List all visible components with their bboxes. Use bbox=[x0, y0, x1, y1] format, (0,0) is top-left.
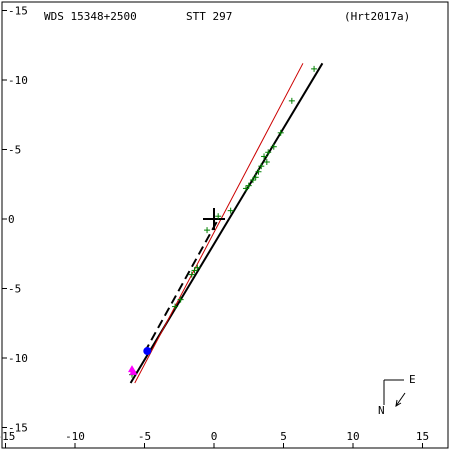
y-tick-label: -10 bbox=[8, 352, 28, 365]
compass-motion-arrow bbox=[395, 392, 406, 407]
orbit-fit-line bbox=[129, 62, 324, 384]
y-tick-label: -10 bbox=[8, 74, 28, 87]
y-tick-label: 0 bbox=[8, 213, 15, 226]
compass-east-label: E bbox=[409, 373, 416, 386]
first-epoch-point bbox=[129, 367, 138, 375]
observation-point bbox=[172, 303, 179, 310]
x-tick-label: 5 bbox=[280, 430, 287, 443]
x-tick-label: 10 bbox=[346, 430, 359, 443]
x-tick-label: -15 bbox=[0, 430, 15, 443]
observation-point bbox=[252, 174, 259, 181]
observation-point bbox=[245, 182, 252, 189]
x-tick-label: 15 bbox=[416, 430, 429, 443]
observation-point bbox=[258, 163, 265, 170]
observation-point bbox=[255, 168, 262, 175]
observation-point bbox=[265, 149, 272, 156]
observation-point bbox=[204, 227, 211, 234]
observation-point bbox=[261, 153, 268, 160]
observation-point bbox=[194, 264, 201, 271]
observation-point bbox=[288, 97, 295, 104]
observation-point bbox=[263, 159, 270, 166]
observation-point bbox=[191, 267, 198, 274]
compass-arrow-head bbox=[395, 399, 402, 407]
compass-rose: E N bbox=[378, 373, 416, 417]
discoverer-designation: STT 297 bbox=[186, 10, 233, 23]
orbit-lines bbox=[129, 62, 324, 384]
orbit-alternate-line bbox=[134, 63, 304, 384]
observation-point bbox=[227, 207, 234, 214]
observation-point bbox=[242, 185, 249, 192]
x-tick-label: -10 bbox=[65, 430, 85, 443]
y-tick-label: -5 bbox=[8, 144, 21, 157]
observation-point bbox=[215, 213, 222, 220]
observation-point bbox=[177, 296, 184, 303]
reference-code: (Hrt2017a) bbox=[344, 10, 411, 23]
latest-epoch-point bbox=[143, 347, 152, 356]
observation-point bbox=[311, 65, 318, 72]
observation-point bbox=[270, 143, 277, 150]
y-tick-label: -5 bbox=[8, 283, 21, 296]
observation-point bbox=[249, 177, 256, 184]
observation-points bbox=[127, 65, 318, 378]
x-tick-label: 0 bbox=[211, 430, 218, 443]
y-tick-label: -15 bbox=[8, 422, 28, 435]
predicted-line bbox=[143, 221, 218, 353]
y-tick-label: -15 bbox=[8, 5, 28, 18]
x-tick-label: -5 bbox=[138, 430, 151, 443]
compass-north-label: N bbox=[378, 404, 385, 417]
axes-layer: -15 -10 -5 0 5 10 15 -15 -10 -5 0 -5 -10 -15 bbox=[0, 5, 429, 448]
observation-point bbox=[277, 129, 284, 136]
observation-point bbox=[188, 271, 195, 278]
wds-designation: WDS 15348+2500 bbox=[44, 10, 137, 23]
